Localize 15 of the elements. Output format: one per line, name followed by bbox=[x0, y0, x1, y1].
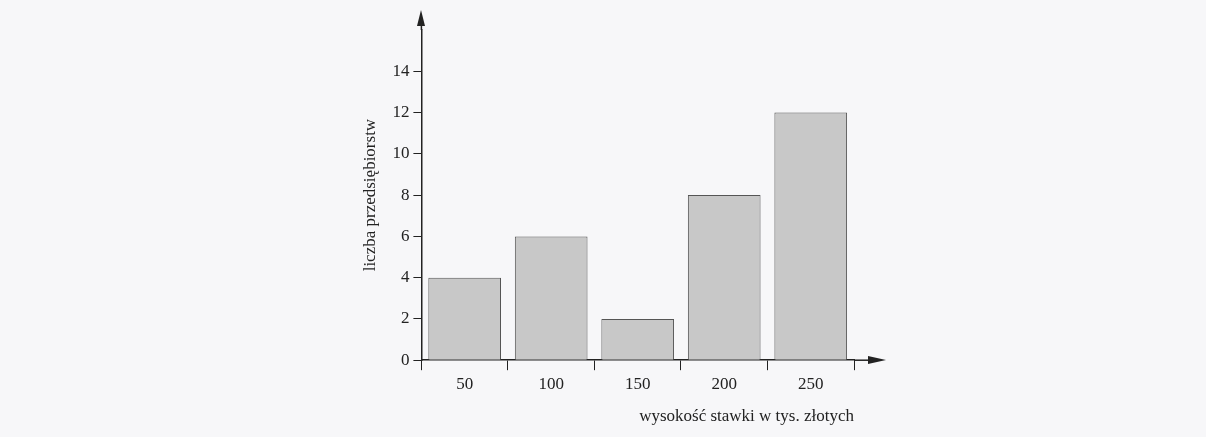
y-tick-label: 8 bbox=[400, 184, 410, 204]
x-tick-label: 150 bbox=[624, 373, 651, 393]
x-tick-label: 50 bbox=[456, 373, 474, 393]
x-axis-title: wysokość stawki w tys. złotych bbox=[639, 406, 855, 426]
y-tick-label: 6 bbox=[400, 225, 410, 245]
y-axis-title: liczba przedsiębiorstw bbox=[359, 118, 379, 272]
y-tick-label: 14 bbox=[392, 60, 410, 80]
y-tick-label: 0 bbox=[400, 349, 410, 369]
y-tick-label: 12 bbox=[392, 102, 410, 122]
x-tick-label: 100 bbox=[538, 373, 564, 393]
x-tick-label: 250 bbox=[797, 373, 824, 393]
y-tick-label: 2 bbox=[400, 308, 410, 328]
x-tick-label: 200 bbox=[711, 373, 737, 393]
y-tick-label: 10 bbox=[392, 143, 410, 163]
y-tick-label: 4 bbox=[400, 267, 410, 287]
